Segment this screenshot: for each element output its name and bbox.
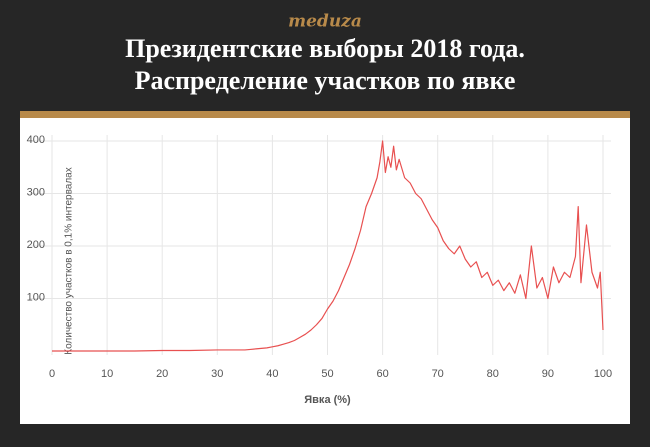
- x-tick-label: 20: [156, 368, 168, 380]
- y-tick-label: 200: [27, 239, 45, 251]
- x-tick-label: 0: [49, 368, 55, 380]
- title-line: Президентские выборы 2018 года.: [125, 34, 525, 63]
- accent-bar: [20, 111, 630, 118]
- y-tick-label: 300: [27, 186, 45, 198]
- y-axis-label: Количество участков в 0,1% интервалах: [64, 167, 75, 355]
- y-tick-label: 400: [27, 134, 45, 146]
- x-tick-label: 30: [211, 368, 223, 380]
- x-tick-label: 90: [542, 368, 554, 380]
- x-tick-label: 60: [376, 368, 388, 380]
- brand-logo: meduza: [288, 12, 362, 32]
- y-tick-label: 100: [27, 291, 45, 303]
- x-axis-label: Явка (%): [304, 394, 351, 406]
- data-line: [52, 140, 604, 352]
- plot: 0 10 20 30 40 50 60 70 80 90 100 100 200 300 400 Количе…: [27, 134, 613, 406]
- x-tick-label: 10: [101, 368, 113, 380]
- x-tick-label: 40: [266, 368, 278, 380]
- x-tick-label: 50: [321, 368, 333, 380]
- x-tick-label: 70: [432, 368, 444, 380]
- title-line: Распределение участков по явке: [135, 66, 516, 95]
- x-tick-label: 100: [594, 368, 612, 380]
- x-tick-label: 80: [487, 368, 499, 380]
